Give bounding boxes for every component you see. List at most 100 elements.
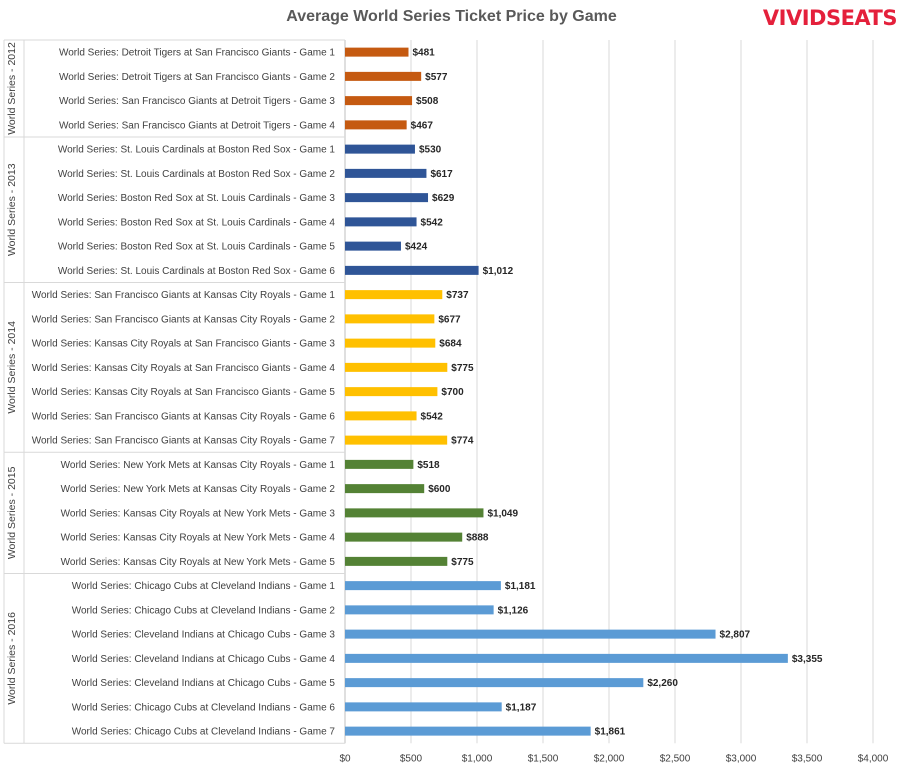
category-label: World Series: Cleveland Indians at Chica…	[72, 678, 336, 689]
data-label: $629	[432, 193, 455, 204]
data-label: $775	[451, 557, 474, 568]
x-tick-label: $1,000	[462, 753, 493, 764]
bar	[345, 532, 463, 542]
bar	[345, 387, 438, 397]
bar	[345, 484, 425, 494]
x-tick-label: $500	[400, 753, 423, 764]
bar	[345, 629, 716, 639]
group-label: World Series - 2014	[6, 321, 18, 414]
data-label: $481	[412, 48, 435, 59]
data-label: $600	[428, 484, 451, 495]
category-label: World Series: Boston Red Sox at St. Loui…	[58, 217, 336, 228]
data-label: $3,355	[792, 654, 823, 665]
category-label: World Series: New York Mets at Kansas Ci…	[61, 484, 336, 495]
group-label: World Series - 2015	[6, 466, 18, 559]
category-label: World Series: San Francisco Giants at De…	[59, 120, 335, 131]
category-label: World Series: San Francisco Giants at Ka…	[32, 436, 336, 447]
bar	[345, 241, 401, 251]
bar	[345, 120, 407, 130]
data-label: $1,181	[505, 581, 536, 592]
data-label: $542	[421, 411, 444, 422]
category-label: World Series: San Francisco Giants at Ka…	[32, 314, 336, 325]
category-label: World Series: Chicago Cubs at Cleveland …	[72, 581, 336, 592]
bar	[345, 459, 414, 469]
bar	[345, 556, 448, 566]
category-label: World Series: Cleveland Indians at Chica…	[72, 630, 336, 641]
bar	[345, 338, 436, 348]
x-tick-label: $3,500	[792, 753, 823, 764]
data-label: $530	[419, 145, 442, 156]
category-label: World Series: Kansas City Royals at New …	[61, 533, 336, 544]
bar	[345, 193, 429, 203]
category-label: World Series: Boston Red Sox at St. Loui…	[58, 193, 336, 204]
bar	[345, 702, 502, 712]
bar	[345, 605, 494, 615]
x-tick-label: $2,000	[594, 753, 625, 764]
data-label: $508	[416, 96, 439, 107]
category-label: World Series: St. Louis Cardinals at Bos…	[58, 266, 336, 277]
category-label: World Series: San Francisco Giants at Ka…	[32, 411, 336, 422]
bar	[345, 726, 591, 736]
bar	[345, 47, 409, 57]
bar	[345, 678, 644, 688]
data-label: $617	[430, 169, 453, 180]
data-label: $467	[411, 120, 434, 131]
group-label: World Series - 2012	[6, 42, 18, 135]
category-label: World Series: Boston Red Sox at St. Loui…	[58, 242, 336, 253]
bar	[345, 217, 417, 227]
x-tick-label: $4,000	[858, 753, 889, 764]
category-label: World Series: Chicago Cubs at Cleveland …	[72, 605, 336, 616]
category-label: World Series: Kansas City Royals at San …	[32, 339, 336, 350]
category-label: World Series: St. Louis Cardinals at Bos…	[58, 145, 336, 156]
bar	[345, 96, 413, 106]
category-label: World Series: Chicago Cubs at Cleveland …	[72, 727, 336, 738]
data-label: $1,126	[498, 605, 529, 616]
data-label: $2,260	[647, 678, 678, 689]
category-label: World Series: St. Louis Cardinals at Bos…	[58, 169, 336, 180]
chart-title: Average World Series Ticket Price by Gam…	[286, 8, 617, 25]
bar	[345, 265, 479, 275]
data-label: $684	[439, 339, 462, 350]
x-tick-label: $3,000	[726, 753, 757, 764]
category-label: World Series: Cleveland Indians at Chica…	[72, 654, 336, 665]
data-label: $1,187	[506, 702, 537, 713]
group-label: World Series - 2016	[6, 612, 18, 705]
bar	[345, 168, 427, 178]
data-label: $2,807	[720, 630, 751, 641]
bar	[345, 362, 448, 372]
category-label: World Series: New York Mets at Kansas Ci…	[61, 460, 336, 471]
data-label: $737	[446, 290, 469, 301]
data-label: $775	[451, 363, 474, 374]
data-label: $888	[466, 533, 489, 544]
data-label: $1,012	[483, 266, 514, 277]
data-label: $518	[417, 460, 440, 471]
x-tick-label: $0	[339, 753, 351, 764]
category-label: World Series: Detroit Tigers at San Fran…	[59, 72, 335, 83]
category-label: World Series: San Francisco Giants at Ka…	[32, 290, 336, 301]
data-label: $1,861	[595, 727, 626, 738]
bar	[345, 314, 435, 324]
category-label: World Series: Kansas City Royals at San …	[32, 387, 336, 398]
bar	[345, 411, 417, 421]
vividseats-logo: VIVIDSEATS	[762, 6, 898, 30]
bar	[345, 144, 415, 154]
category-label: World Series: San Francisco Giants at De…	[59, 96, 335, 107]
bar	[345, 508, 484, 518]
data-label: $677	[438, 314, 461, 325]
x-tick-label: $2,500	[660, 753, 691, 764]
data-label: $700	[441, 387, 464, 398]
data-label: $1,049	[487, 508, 518, 519]
group-label: World Series - 2013	[6, 163, 18, 256]
category-label: World Series: Kansas City Royals at New …	[61, 557, 336, 568]
data-label: $774	[451, 436, 474, 447]
x-tick-label: $1,500	[528, 753, 559, 764]
bar	[345, 290, 443, 300]
data-label: $542	[421, 217, 444, 228]
data-label: $577	[425, 72, 448, 83]
bar	[345, 71, 422, 81]
bar	[345, 435, 448, 445]
category-label: World Series: Kansas City Royals at New …	[61, 508, 336, 519]
bar	[345, 653, 788, 663]
